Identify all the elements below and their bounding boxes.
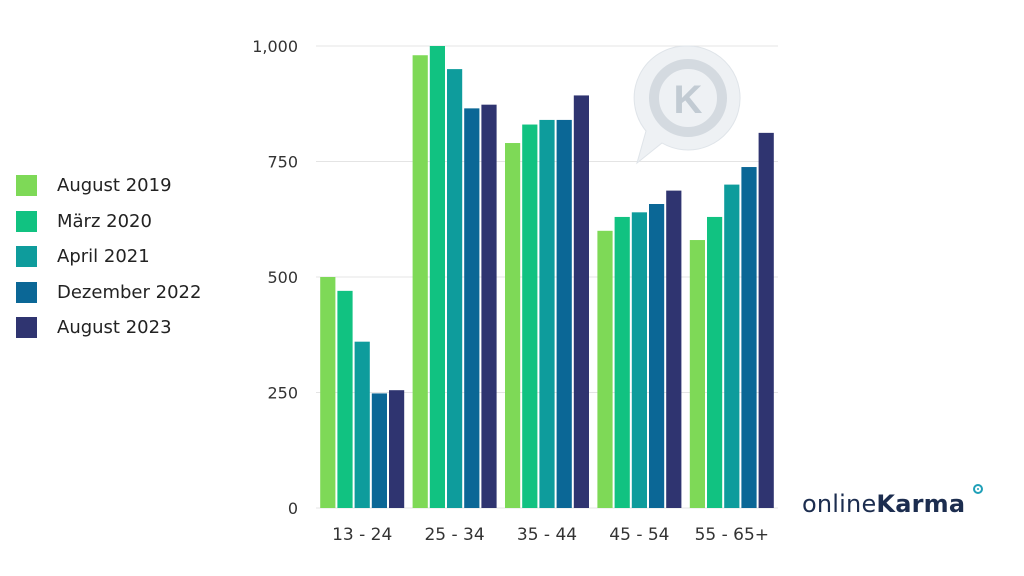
legend-item: August 2023 (16, 310, 201, 346)
y-tick-label: 250 (267, 384, 298, 403)
x-tick-label: 45 - 54 (609, 525, 669, 545)
legend-swatch (16, 246, 37, 268)
bar (412, 55, 428, 509)
brand-text-karma: Karma (876, 490, 966, 518)
y-axis-ticks: 0 250 500 750 1,000 (252, 37, 298, 518)
bar (429, 46, 445, 508)
x-axis-ticks: 13 - 24 25 - 34 35 - 44 45 - 54 55 - 65+ (332, 525, 769, 545)
x-tick-label: 25 - 34 (424, 525, 484, 545)
bar (320, 277, 336, 508)
legend-item: Dezember 2022 (16, 275, 201, 311)
bar (631, 212, 647, 508)
bar (354, 341, 370, 508)
bar (556, 119, 572, 509)
bar (389, 390, 405, 508)
bar (522, 124, 538, 508)
bar (707, 216, 723, 508)
legend-swatch (16, 317, 37, 339)
bar (597, 230, 613, 509)
brand-logo: onlineKarma (802, 490, 965, 518)
legend-item: August 2019 (16, 168, 201, 204)
bar (614, 216, 630, 508)
bar (447, 69, 463, 508)
legend-item: März 2020 (16, 204, 201, 240)
legend-swatch (16, 210, 37, 232)
legend: August 2019 März 2020 April 2021 Dezember 2… (16, 168, 201, 346)
bar (337, 290, 353, 508)
x-tick-label: 35 - 44 (517, 525, 577, 545)
legend-label: März 2020 (57, 210, 152, 232)
bar (481, 104, 497, 509)
bar (371, 393, 387, 508)
bar (649, 204, 665, 508)
bar (666, 190, 682, 509)
bar (573, 95, 589, 509)
y-tick-label: 500 (267, 268, 298, 287)
bars (320, 46, 774, 509)
legend-label: August 2023 (57, 317, 172, 339)
x-tick-label: 55 - 65+ (695, 525, 769, 545)
legend-label: April 2021 (57, 246, 150, 268)
brand-mark-icon (973, 484, 983, 494)
legend-label: Dezember 2022 (57, 281, 202, 303)
brand-text-online: online (802, 490, 877, 518)
legend-label: August 2019 (57, 175, 172, 197)
bar (464, 108, 480, 509)
bar (539, 119, 555, 509)
y-tick-label: 0 (288, 499, 298, 518)
legend-swatch (16, 281, 37, 303)
watermark: K (633, 45, 741, 165)
x-tick-label: 13 - 24 (332, 525, 392, 545)
bar (724, 184, 740, 508)
watermark-letter: K (674, 78, 703, 122)
bar (758, 132, 774, 509)
bar (505, 143, 521, 508)
legend-swatch (16, 175, 37, 197)
bar (741, 167, 757, 509)
y-tick-label: 1,000 (252, 37, 298, 56)
watermark-ring (649, 59, 727, 137)
y-tick-label: 750 (267, 153, 298, 172)
legend-item: April 2021 (16, 239, 201, 275)
bar (689, 240, 705, 509)
